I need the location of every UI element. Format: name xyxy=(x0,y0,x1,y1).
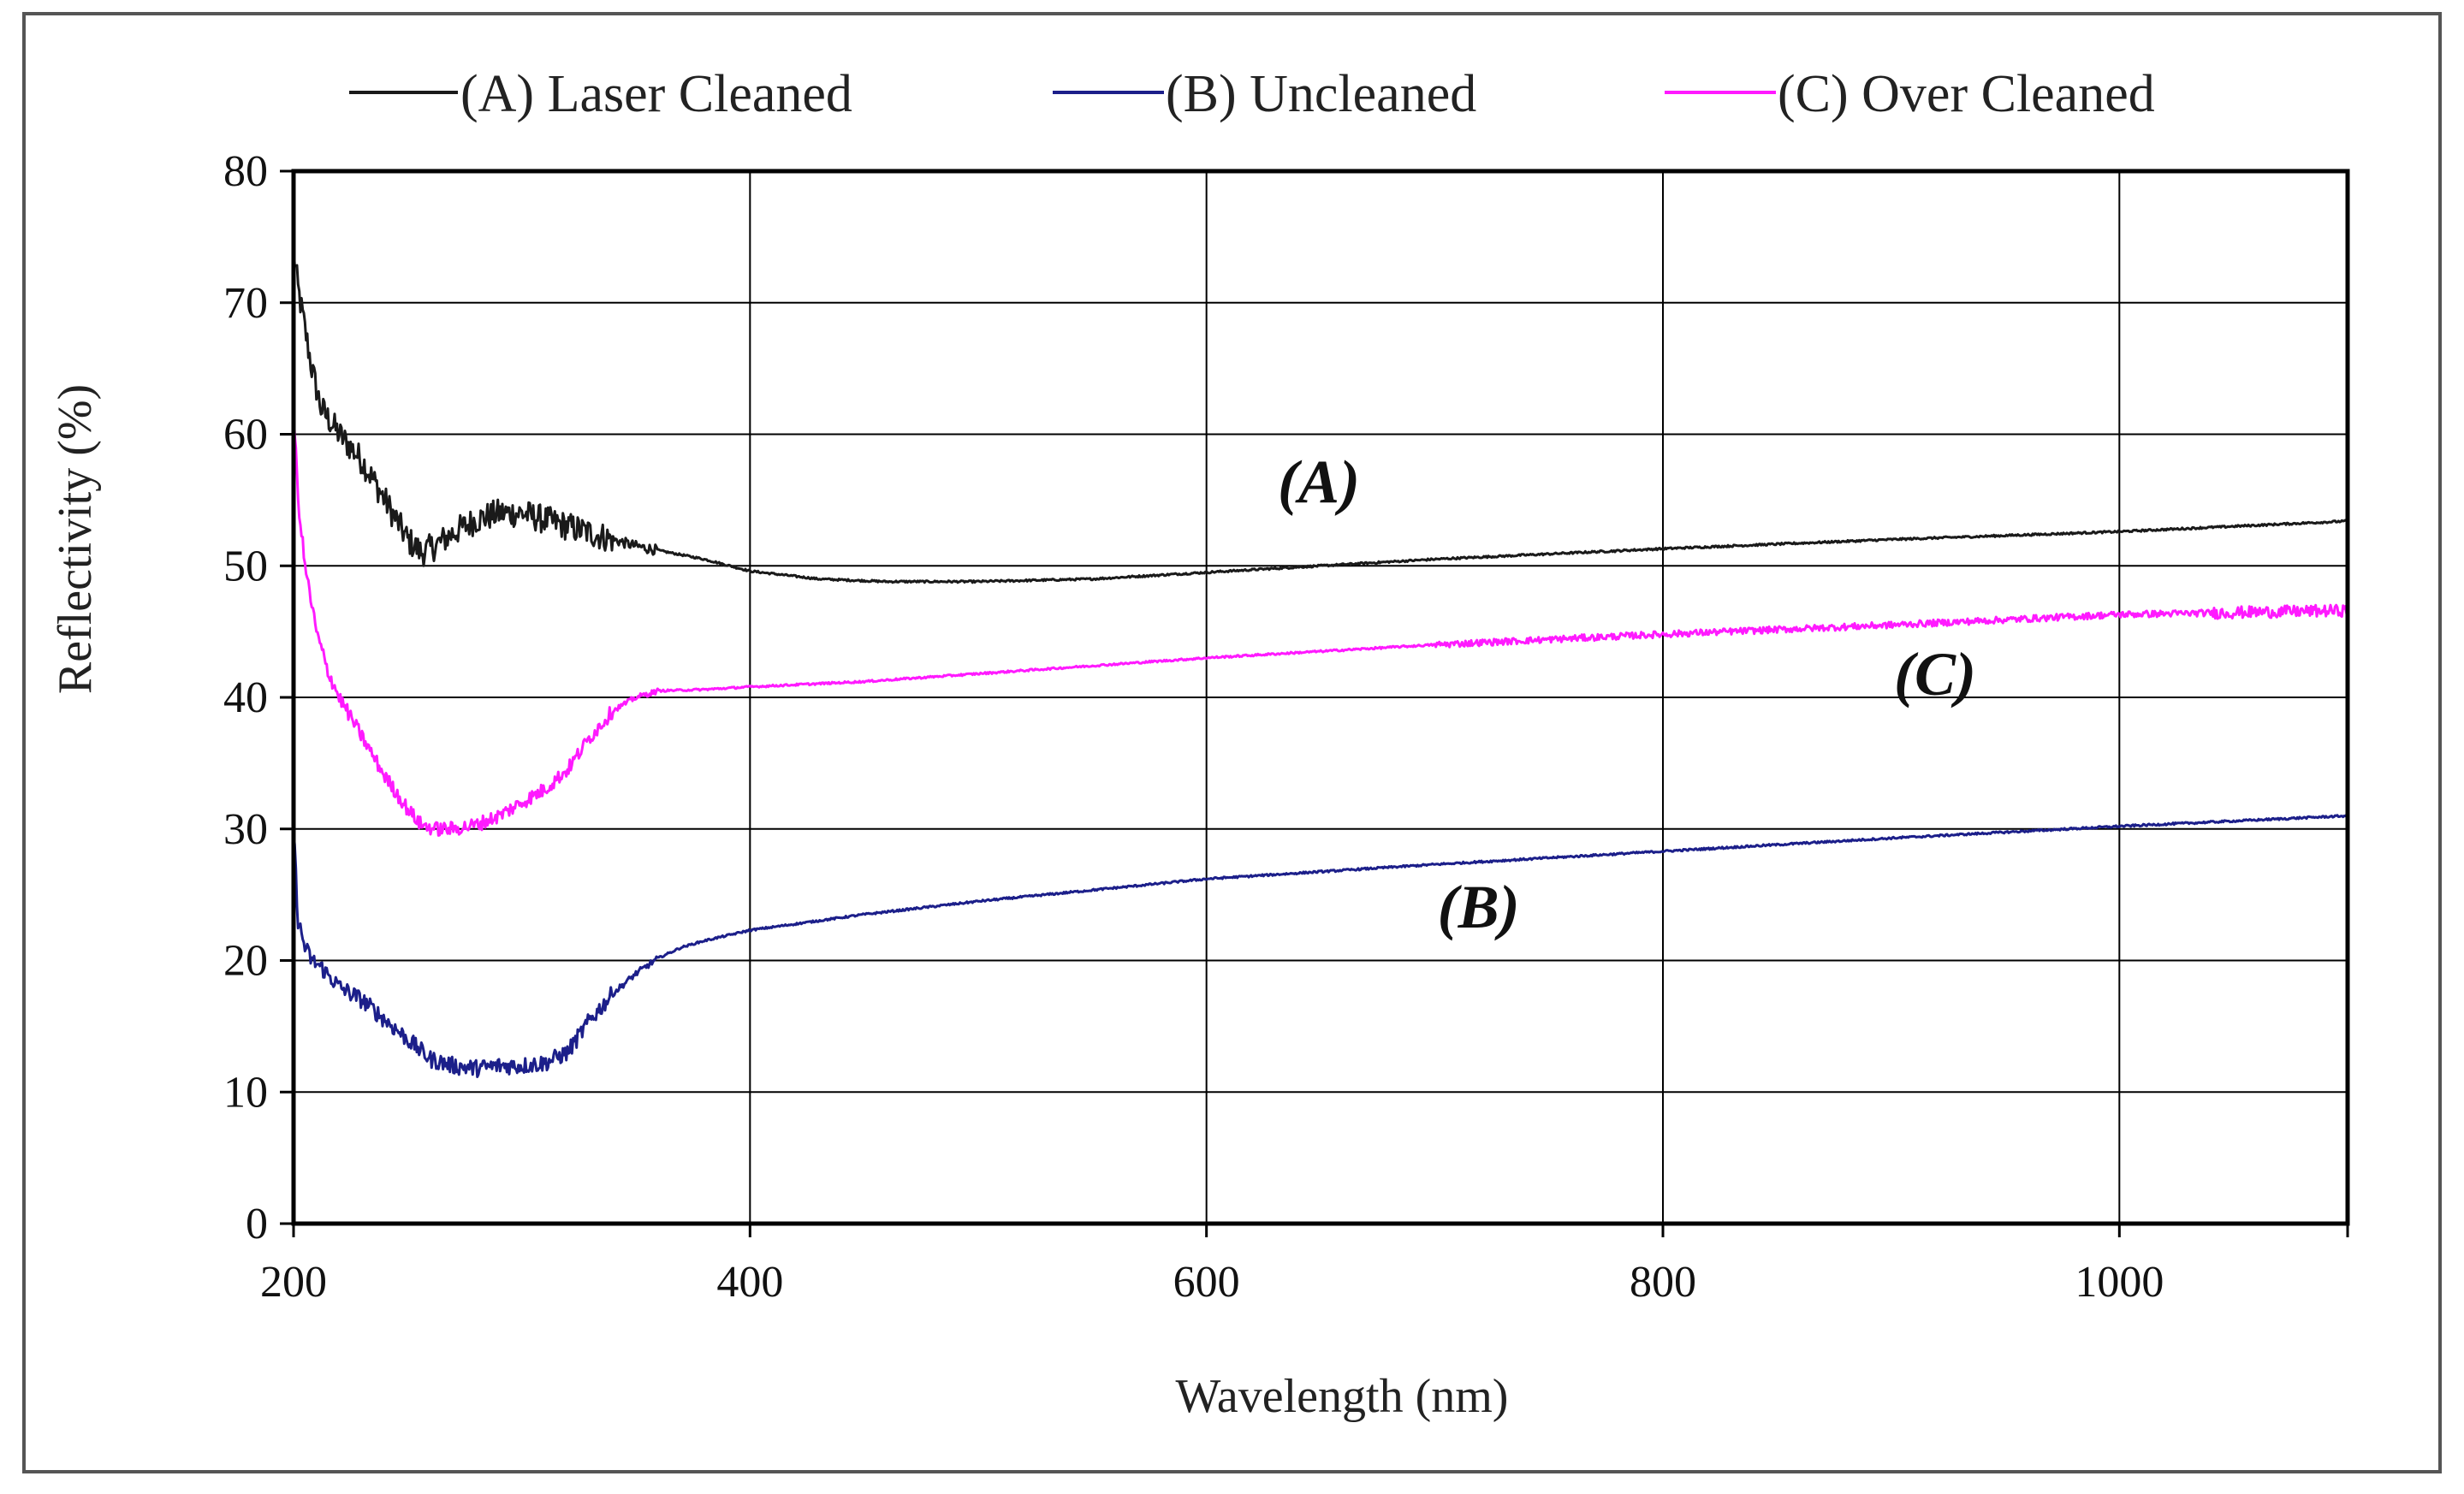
x-tick-label-400: 400 xyxy=(716,1258,783,1307)
y-tick-label-60: 60 xyxy=(223,411,268,459)
legend-label-a: (A) Laser Cleaned xyxy=(460,65,852,123)
legend: (A) Laser Cleaned (B) Uncleaned (C) Over… xyxy=(349,65,2155,123)
x-axis-ticks: 200 400 600 800 1000 xyxy=(260,1224,2349,1307)
x-tick-label-800: 800 xyxy=(1630,1258,1696,1307)
series-line-laser-cleaned xyxy=(292,245,2348,584)
y-tick-label-70: 70 xyxy=(223,279,268,328)
y-axis-ticks: 0 10 20 30 40 50 60 70 80 xyxy=(223,147,294,1248)
y-tick-label-0: 0 xyxy=(246,1200,268,1248)
y-tick-label-40: 40 xyxy=(223,673,268,722)
annotation-b: (B) xyxy=(1438,873,1520,941)
x-tick-label-200: 200 xyxy=(260,1258,327,1307)
series-line-uncleaned xyxy=(292,813,2348,1078)
legend-label-c: (C) Over Cleaned xyxy=(1778,65,2155,123)
plot-area-border xyxy=(291,169,2350,1226)
y-tick-label-30: 30 xyxy=(223,805,268,854)
y-tick-label-50: 50 xyxy=(223,542,268,590)
series-lines xyxy=(292,245,2349,1078)
series-line-over-cleaned xyxy=(292,408,2349,837)
y-tick-label-80: 80 xyxy=(223,147,268,196)
annotation-c: (C) xyxy=(1894,640,1976,708)
y-tick-label-20: 20 xyxy=(223,937,268,986)
figure-border xyxy=(22,12,2442,1473)
annotation-a: (A) xyxy=(1278,448,1360,516)
y-axis-label: Reflectivity (%) xyxy=(49,384,102,694)
x-tick-label-1000: 1000 xyxy=(2075,1258,2164,1307)
x-tick-label-600: 600 xyxy=(1173,1258,1240,1307)
x-axis-label: Wavelength (nm) xyxy=(1176,1370,1509,1423)
y-tick-label-10: 10 xyxy=(223,1068,268,1117)
legend-label-b: (B) Uncleaned xyxy=(1166,65,1476,123)
